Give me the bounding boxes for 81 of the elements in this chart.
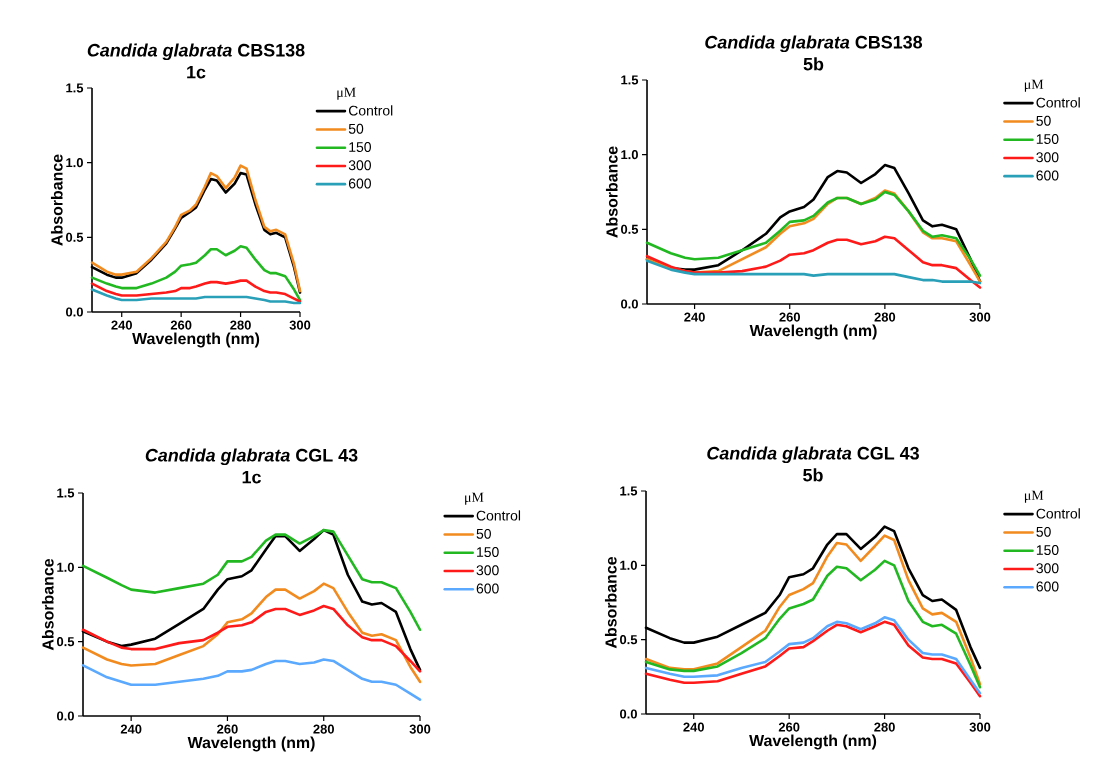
y-tick-label: 0.0 <box>57 711 74 721</box>
x-tick-label: 280 <box>874 722 895 732</box>
line-series <box>645 235 982 289</box>
y-tick-label: 0.0 <box>66 307 83 317</box>
y-tick-label: 0.5 <box>621 224 639 234</box>
legend-label: 600 <box>1036 581 1059 592</box>
y-axis-title: Absorbance <box>41 558 54 651</box>
legend-label: 600 <box>476 583 499 594</box>
legend-label: 50 <box>1036 115 1051 126</box>
x-tick-label: 280 <box>230 320 251 330</box>
legend-label: Control <box>1036 508 1080 519</box>
legend-label: 50 <box>476 528 491 539</box>
legend-label: 50 <box>1036 526 1051 537</box>
legend-title: μM <box>1024 490 1044 503</box>
legend-title: μM <box>1024 79 1044 92</box>
y-tick-label: 1.5 <box>57 488 75 498</box>
x-tick-label: 300 <box>409 724 431 734</box>
line-series <box>81 528 422 632</box>
legend-label: Control <box>476 510 521 521</box>
chart-subtitle: 1c <box>242 470 261 484</box>
x-tick-label: 260 <box>170 320 192 330</box>
x-axis-title: Wavelength (nm) <box>749 734 877 750</box>
x-tick-label: 240 <box>120 724 142 734</box>
legend-label: 300 <box>1036 563 1059 574</box>
y-tick-label: 1.5 <box>620 486 638 496</box>
y-axis-title: Absorbance <box>605 146 618 238</box>
line-series <box>644 534 982 686</box>
x-axis-title: Wavelength (nm) <box>749 324 877 340</box>
y-tick-label: 1.0 <box>621 150 638 160</box>
y-tick-label: 1.0 <box>66 158 83 168</box>
legend-label: 150 <box>349 142 371 152</box>
y-tick-label: 1.5 <box>66 83 84 93</box>
y-tick-label: 1.0 <box>57 562 74 572</box>
x-tick-label: 300 <box>969 312 991 322</box>
y-tick-label: 0.0 <box>620 709 637 719</box>
y-axis-title: Absorbance <box>604 556 617 649</box>
y-tick-label: 0.0 <box>621 299 638 309</box>
x-tick-label: 280 <box>874 312 896 322</box>
x-tick-label: 240 <box>684 312 705 322</box>
chart-subtitle: 1c <box>187 65 206 79</box>
legend-label: Control <box>348 105 393 116</box>
y-tick-label: 0.5 <box>57 637 75 647</box>
y-axis-title: Absorbance <box>50 154 63 246</box>
chart-title: Candida glabrata CGL 43 <box>707 446 919 464</box>
x-tick-label: 300 <box>969 722 991 732</box>
legend-label: 150 <box>1036 134 1059 144</box>
y-tick-label: 1.5 <box>621 75 639 85</box>
x-tick-label: 300 <box>289 320 311 330</box>
legend-title: μM <box>337 87 356 100</box>
legend-label: 600 <box>348 178 371 189</box>
chart-title: Candida glabrata CBS138 <box>705 35 923 53</box>
y-tick-label: 0.5 <box>620 635 638 645</box>
legend-label: Control <box>1036 97 1080 108</box>
chart-subtitle: 5b <box>803 468 823 482</box>
y-tick-label: 0.5 <box>66 232 84 242</box>
line-series <box>90 244 302 302</box>
x-axis-title: Wavelength (nm) <box>132 332 260 348</box>
y-tick-label: 1.0 <box>620 560 637 570</box>
line-series <box>90 279 302 303</box>
x-tick-label: 280 <box>313 724 334 734</box>
legend-label: 600 <box>1036 170 1059 181</box>
legend-label: 300 <box>476 565 499 576</box>
line-series <box>644 559 982 689</box>
chart-title: Candida glabrata CGL 43 <box>145 448 358 466</box>
legend-label: 150 <box>1036 545 1059 555</box>
chart-title: Candida glabrata CBS138 <box>87 43 305 61</box>
legend-label: 300 <box>1036 152 1059 163</box>
legend-label: 150 <box>477 547 499 557</box>
line-series <box>81 604 422 673</box>
x-tick-label: 260 <box>778 722 800 732</box>
legend-label: 300 <box>348 160 371 171</box>
chart-subtitle: 5b <box>803 57 824 71</box>
line-series <box>81 658 422 701</box>
x-tick-label: 240 <box>683 722 704 732</box>
x-axis-title: Wavelength (nm) <box>187 736 315 752</box>
x-tick-label: 260 <box>217 724 238 734</box>
legend-label: 50 <box>348 123 364 134</box>
line-series <box>81 582 422 684</box>
x-tick-label: 240 <box>111 320 132 330</box>
legend-title: μM <box>465 492 484 505</box>
x-tick-label: 260 <box>779 312 800 322</box>
